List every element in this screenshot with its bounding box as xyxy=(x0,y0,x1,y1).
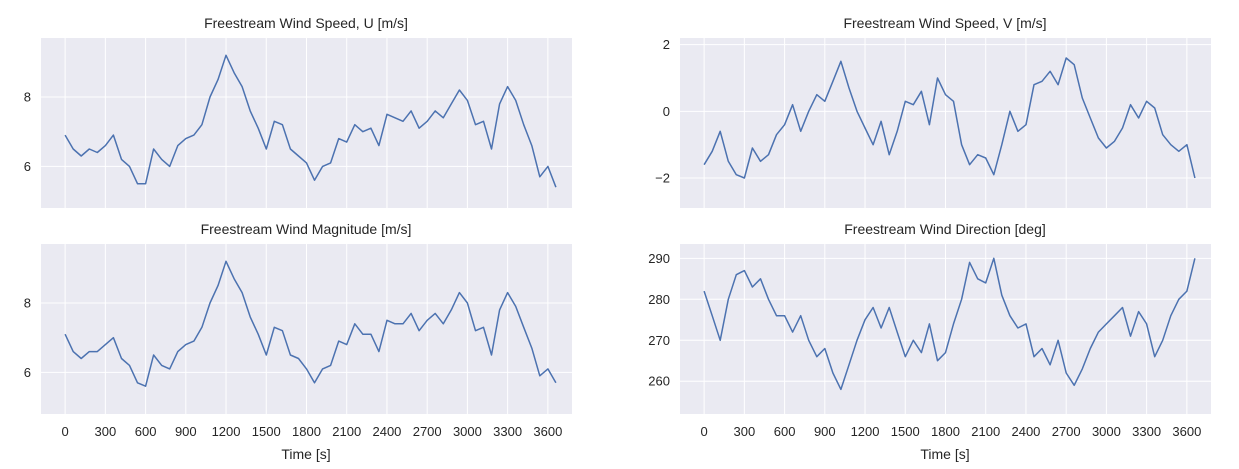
x-tick-labels: 0 300 600 900 1200 1500 1800 2100 2400 2700 3000 33… xyxy=(62,424,563,439)
y-tick-label: 6 xyxy=(24,365,31,380)
chart-panel-direction: 260 270 280 290 0 300 600 900 1200 1500 1800 2100 2… xyxy=(648,221,1211,462)
x-tick-label: 600 xyxy=(135,424,157,439)
x-tick-label: 3000 xyxy=(1092,424,1121,439)
x-tick-label: 1800 xyxy=(292,424,321,439)
grid-lines xyxy=(41,38,572,208)
x-tick-label: 1200 xyxy=(212,424,241,439)
chart-title-direction: Freestream Wind Direction [deg] xyxy=(844,221,1046,237)
series-line-u xyxy=(64,54,557,188)
y-tick-label: 290 xyxy=(648,251,670,266)
x-tick-label: 0 xyxy=(701,424,708,439)
x-tick-label: 3600 xyxy=(533,424,562,439)
x-tick-label: 1500 xyxy=(252,424,281,439)
x-tick-label: 1200 xyxy=(851,424,880,439)
x-tick-label: 300 xyxy=(734,424,756,439)
x-tick-label: 300 xyxy=(95,424,117,439)
x-tick-label: 900 xyxy=(175,424,197,439)
y-tick-label: 270 xyxy=(648,333,670,348)
x-tick-label: 3600 xyxy=(1172,424,1201,439)
y-tick-label: 280 xyxy=(648,292,670,307)
grid-lines xyxy=(680,244,1211,414)
y-tick-label: 8 xyxy=(24,89,31,104)
chart-panel-v: −2 0 2 Freestream Wind Speed, V [m/s] xyxy=(655,15,1211,208)
x-tick-label: 3300 xyxy=(1132,424,1161,439)
x-tick-label: 1800 xyxy=(931,424,960,439)
series-line-magnitude xyxy=(64,260,557,387)
chart-panel-u: 68 Freestream Wind Speed, U [m/s] xyxy=(24,15,572,208)
x-tick-label: 2400 xyxy=(1011,424,1040,439)
x-tick-label: 900 xyxy=(814,424,836,439)
x-tick-label: 3000 xyxy=(453,424,482,439)
x-tick-label: 2100 xyxy=(332,424,361,439)
chart-title-magnitude: Freestream Wind Magnitude [m/s] xyxy=(201,221,412,237)
x-tick-label: 2700 xyxy=(1052,424,1081,439)
series-line-direction xyxy=(703,257,1196,391)
x-tick-label: 2400 xyxy=(372,424,401,439)
x-tick-labels: 0 300 600 900 1200 1500 1800 2100 2400 2700 3000 33… xyxy=(701,424,1202,439)
x-tick-label: 0 xyxy=(62,424,69,439)
x-tick-label: 1500 xyxy=(891,424,920,439)
y-tick-labels: 260 270 280 290 xyxy=(648,251,670,389)
x-tick-label: 2700 xyxy=(413,424,442,439)
series-line-v xyxy=(703,57,1196,179)
chart-title-v: Freestream Wind Speed, V [m/s] xyxy=(843,15,1046,31)
x-tick-label: 2100 xyxy=(971,424,1000,439)
chart-title-u: Freestream Wind Speed, U [m/s] xyxy=(204,15,408,31)
x-axis-label-magnitude: Time [s] xyxy=(281,446,330,462)
y-tick-label: 260 xyxy=(648,374,670,389)
y-tick-label: −2 xyxy=(655,171,670,186)
y-tick-label: 2 xyxy=(663,37,670,52)
chart-panel-magnitude: 68 0 300 600 900 1200 1500 1800 2100 2400 2700 300… xyxy=(24,221,572,462)
y-tick-label: 0 xyxy=(663,104,670,119)
x-tick-label: 3300 xyxy=(493,424,522,439)
y-tick-labels: 68 xyxy=(24,89,31,173)
y-tick-labels: 68 xyxy=(24,295,31,379)
y-tick-labels: −2 0 2 xyxy=(655,37,670,185)
y-tick-label: 8 xyxy=(24,295,31,310)
y-tick-label: 6 xyxy=(24,159,31,174)
x-axis-label-direction: Time [s] xyxy=(920,446,969,462)
x-tick-label: 600 xyxy=(774,424,796,439)
